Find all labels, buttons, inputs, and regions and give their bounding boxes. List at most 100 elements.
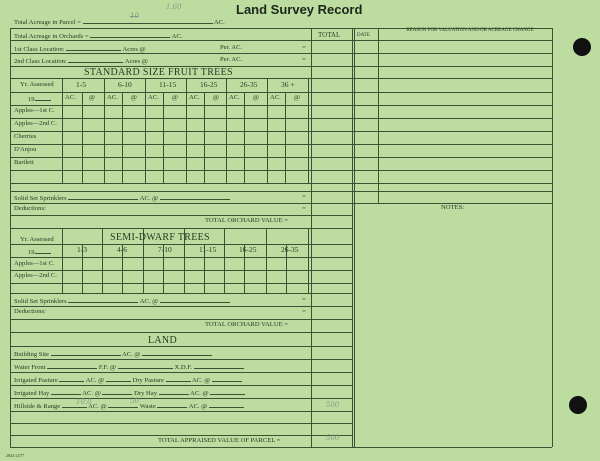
grid-line bbox=[104, 78, 105, 183]
semi-yr-assessed-label: Yr. Assessed bbox=[20, 236, 54, 243]
grid-line bbox=[226, 78, 227, 183]
grid-line bbox=[10, 346, 352, 347]
punch-hole bbox=[573, 38, 591, 56]
grid-line bbox=[10, 306, 352, 307]
equals-sign: = bbox=[302, 308, 306, 315]
grid-line bbox=[10, 170, 352, 171]
grid-line bbox=[311, 28, 312, 447]
grid-line bbox=[244, 244, 245, 293]
grid-line bbox=[10, 66, 352, 67]
grid-line bbox=[122, 92, 123, 183]
total-column-header: TOTAL bbox=[318, 31, 341, 39]
grid-line bbox=[224, 228, 225, 293]
grid-line bbox=[10, 385, 352, 386]
grid-line bbox=[10, 411, 352, 412]
age-group-header: 16-25 bbox=[200, 80, 218, 89]
semi-variety-label: Apples—2nd C. bbox=[14, 272, 57, 279]
rate-subheader: @ bbox=[89, 94, 96, 101]
grid-line bbox=[10, 40, 352, 41]
age-group-header: 26-35 bbox=[240, 80, 258, 89]
grid-line bbox=[10, 293, 352, 294]
standard-total-label: TOTAL ORCHARD VALUE = bbox=[205, 217, 288, 224]
rate-subheader: @ bbox=[213, 94, 220, 101]
grid-line bbox=[285, 92, 286, 183]
grid-line bbox=[352, 170, 552, 171]
irrigated-pasture-row: Irrigated Pasture AC. @ Dry Pasture AC. … bbox=[14, 376, 243, 385]
grid-line bbox=[10, 203, 352, 204]
grid-line bbox=[10, 244, 352, 245]
grid-line bbox=[352, 53, 552, 54]
water-front-row: Water Front F.F. @ X.D.F. bbox=[14, 363, 244, 372]
grid-line bbox=[352, 203, 552, 204]
grid-line bbox=[186, 78, 187, 183]
form-title: Land Survey Record bbox=[236, 2, 363, 17]
grid-line bbox=[352, 28, 353, 447]
grid-line bbox=[352, 105, 552, 106]
land-title: LAND bbox=[148, 335, 177, 346]
grid-line bbox=[10, 105, 352, 106]
semi-age-group-header: 4-6 bbox=[117, 245, 127, 254]
grid-line bbox=[10, 118, 352, 119]
equals-sign: = bbox=[302, 205, 306, 212]
grid-line bbox=[10, 372, 352, 373]
reason-column-header: REASON FOR VALUATION AND/OR ACREAGE CHAN… bbox=[406, 28, 534, 33]
grid-line bbox=[352, 447, 552, 448]
grid-line bbox=[82, 244, 83, 293]
semi-age-group-header: 16-25 bbox=[239, 245, 257, 254]
punch-hole bbox=[569, 396, 587, 414]
variety-label: Cherries bbox=[14, 133, 37, 140]
grid-line bbox=[266, 228, 267, 293]
equals-sign: = bbox=[302, 56, 306, 63]
age-group-header: 6-10 bbox=[118, 80, 132, 89]
variety-label: Apples—2nd C. bbox=[14, 120, 57, 127]
rate-subheader: @ bbox=[294, 94, 301, 101]
grid-line bbox=[10, 283, 352, 284]
semi-dwarf-title: SEMI-DWARF TREES bbox=[110, 232, 210, 243]
semi-year-field[interactable]: 19 bbox=[28, 248, 51, 257]
acres-subheader: AC. bbox=[148, 94, 159, 101]
second-class-location-row: 2nd Class Location: Acres @ bbox=[14, 58, 148, 65]
grid-line bbox=[10, 92, 352, 93]
grid-line bbox=[10, 215, 352, 216]
grid-line bbox=[62, 228, 63, 293]
yr-assessed-label: Yr. Assessed bbox=[20, 81, 54, 88]
grid-line bbox=[184, 228, 185, 293]
semi-age-group-header: 11-15 bbox=[199, 245, 217, 254]
grid-line bbox=[378, 28, 379, 203]
total-appraised-value: 500 bbox=[326, 434, 340, 442]
grid-line bbox=[10, 257, 352, 258]
parcel-acreage-note: 1.60 bbox=[166, 3, 182, 11]
form-code: 2844 12/77 bbox=[6, 453, 25, 458]
hillside-range-row: Hillside & Range AC. @ Waste AC. @ bbox=[14, 402, 244, 411]
semi-age-group-header: 1-3 bbox=[77, 245, 87, 254]
grid-line bbox=[10, 28, 11, 447]
grid-line bbox=[10, 447, 352, 448]
equals-sign: = bbox=[302, 193, 306, 200]
standard-trees-title: STANDARD SIZE FRUIT TREES bbox=[84, 67, 233, 78]
grid-line bbox=[10, 157, 352, 158]
year-field[interactable]: 19 bbox=[28, 95, 51, 104]
parcel-acreage-label: Total Acreage in Parcel = AC. bbox=[14, 19, 225, 26]
parcel-acreage-value: 10 bbox=[130, 12, 139, 20]
total-appraised-label: TOTAL APPRAISED VALUE OF PARCEL = bbox=[158, 437, 281, 444]
hillside-total-value: 500 bbox=[326, 401, 340, 409]
grid-line bbox=[143, 228, 144, 293]
date-column-header: DATE bbox=[357, 33, 370, 38]
grid-line bbox=[286, 244, 287, 293]
acres-subheader: AC. bbox=[65, 94, 76, 101]
grid-line bbox=[352, 131, 552, 132]
semi-age-group-header: 7-10 bbox=[158, 245, 172, 254]
grid-line bbox=[10, 28, 352, 29]
standard-deductions-label: Deductions: bbox=[14, 205, 46, 212]
grid-line bbox=[10, 191, 352, 192]
grid-line bbox=[352, 118, 552, 119]
semi-variety-label: Apples—1st C. bbox=[14, 260, 55, 267]
per-ac-label: Per. AC. bbox=[220, 44, 243, 51]
rate-subheader: @ bbox=[253, 94, 260, 101]
grid-line bbox=[352, 78, 552, 79]
acres-subheader: AC. bbox=[107, 94, 118, 101]
equals-sign: = bbox=[302, 296, 306, 303]
rate-subheader: @ bbox=[131, 94, 138, 101]
standard-sprinklers-row: Solid Set Sprinklers AC. @ bbox=[14, 194, 230, 203]
semi-total-label: TOTAL ORCHARD VALUE = bbox=[205, 321, 288, 328]
